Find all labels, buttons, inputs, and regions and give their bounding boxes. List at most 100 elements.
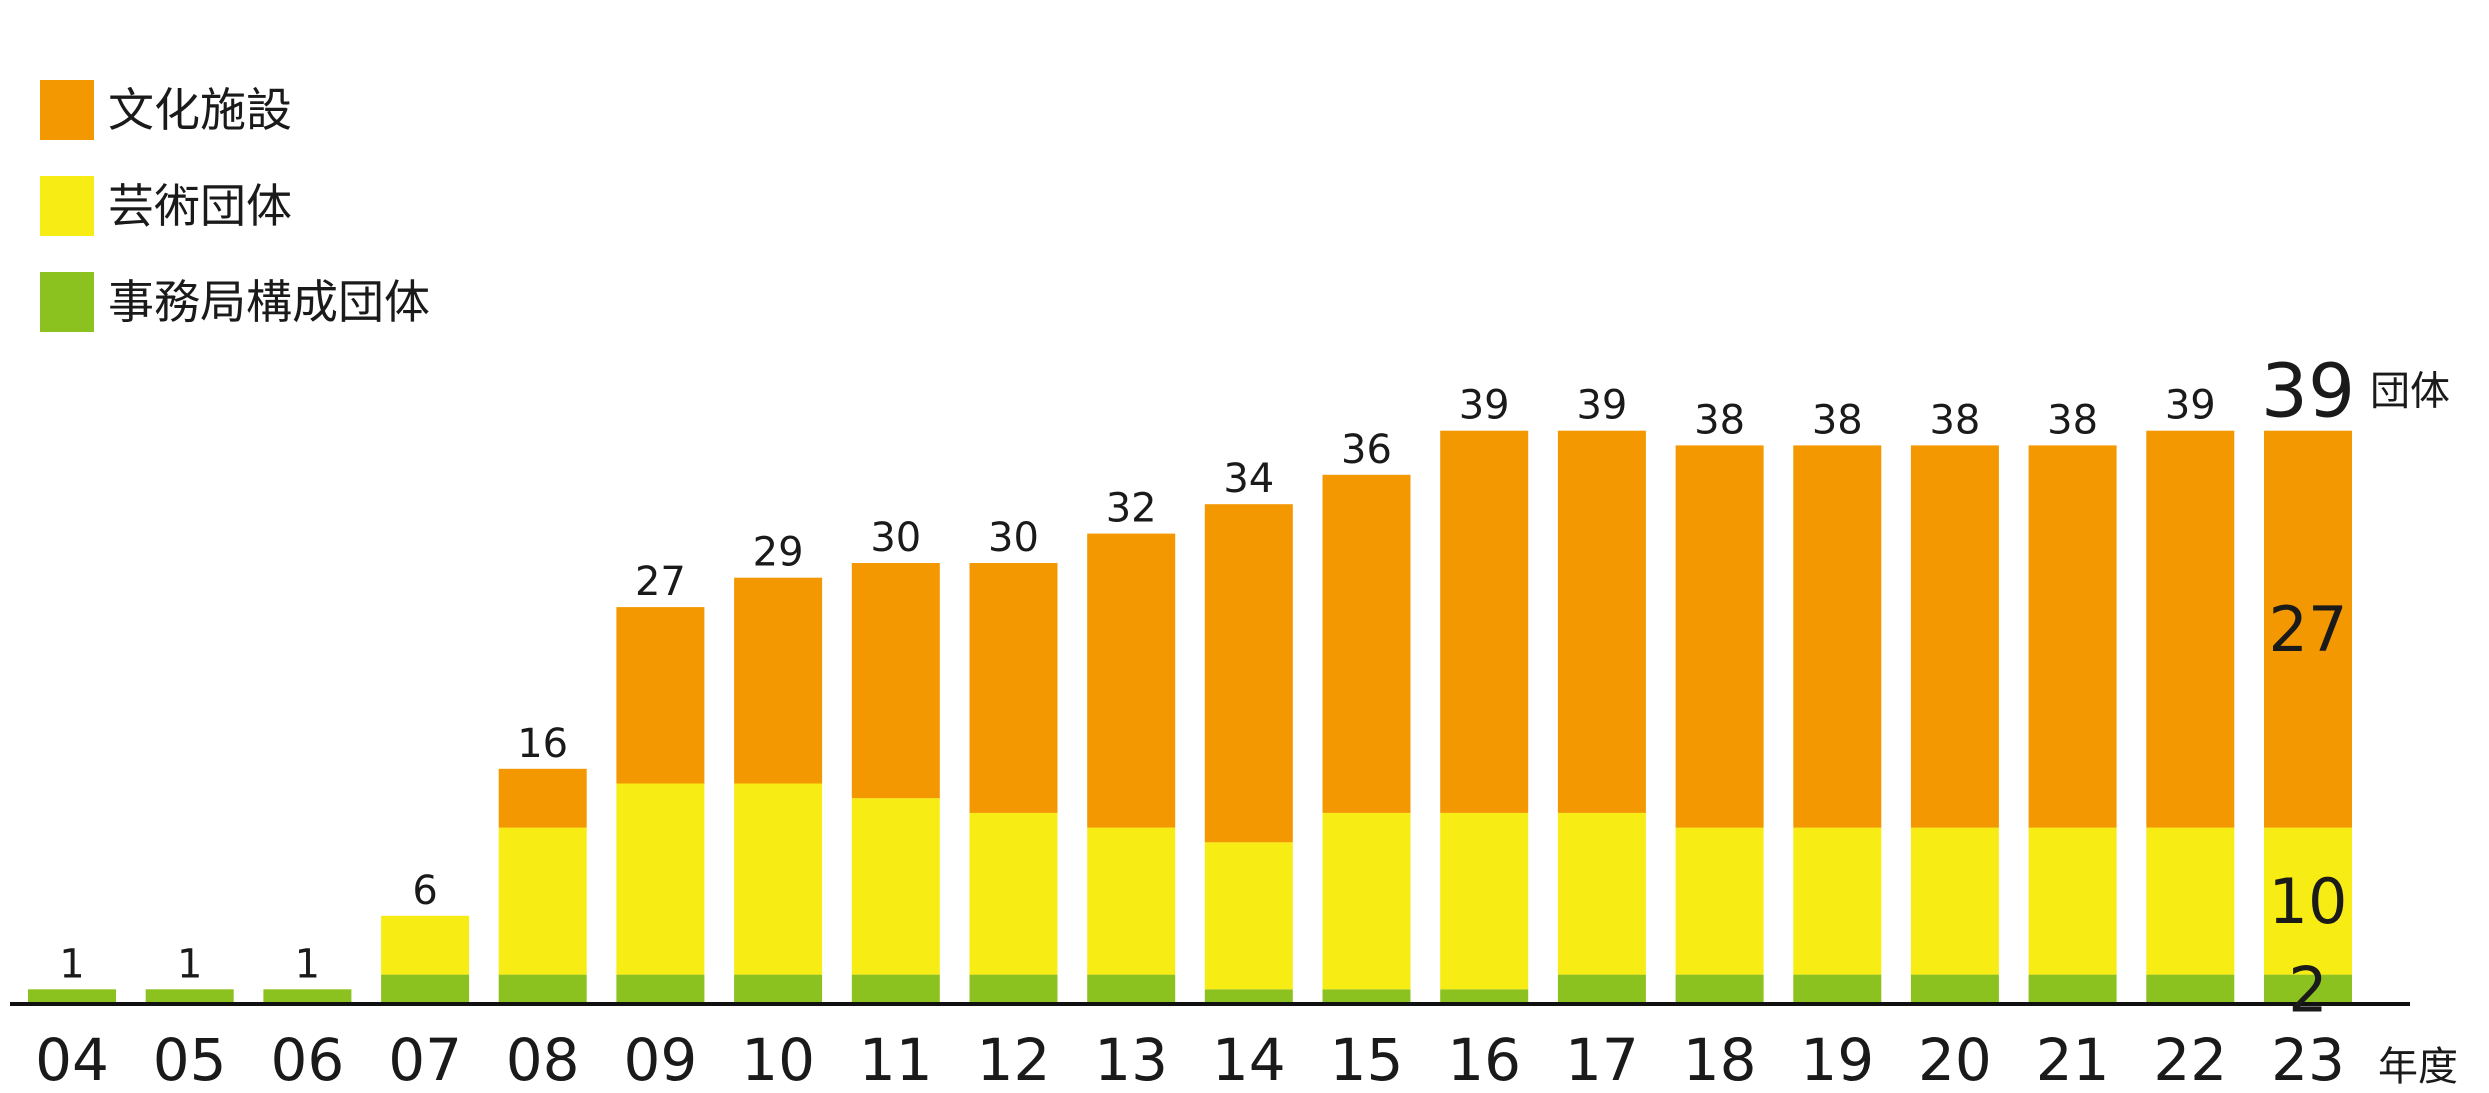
legend-swatch xyxy=(40,272,94,332)
bar-segment xyxy=(1910,827,1999,975)
x-tick-label: 05 xyxy=(153,1026,227,1093)
bar-segment xyxy=(734,577,823,784)
bar-segment xyxy=(969,812,1058,975)
x-tick-label: 07 xyxy=(388,1026,462,1093)
x-tick-label: 15 xyxy=(1330,1026,1404,1093)
bar-segment xyxy=(1322,812,1411,990)
bar-segment xyxy=(1204,504,1293,843)
total-label: 39 xyxy=(1576,383,1627,429)
bar-segment xyxy=(28,989,116,1004)
total-label: 38 xyxy=(1694,397,1745,443)
bar-segment xyxy=(1557,812,1646,975)
bar-segment xyxy=(2264,827,2352,975)
bar-segment xyxy=(1322,989,1411,1004)
bar-segment xyxy=(1204,989,1293,1004)
total-label: 36 xyxy=(1341,427,1392,473)
bar-segment xyxy=(1675,974,1764,1004)
x-tick-label: 12 xyxy=(977,1026,1051,1093)
legend-swatch xyxy=(40,176,94,236)
total-label: 30 xyxy=(870,515,921,561)
total-label: 29 xyxy=(753,530,804,576)
total-label: 39 xyxy=(2261,349,2355,435)
bar-segment xyxy=(1204,842,1293,990)
x-tick-label: 13 xyxy=(1094,1026,1168,1093)
total-label: 1 xyxy=(177,941,202,987)
x-tick-label: 18 xyxy=(1683,1026,1757,1093)
x-tick-label: 23 xyxy=(2271,1026,2345,1093)
total-label: 1 xyxy=(59,941,84,987)
legend-label: 文化施設 xyxy=(108,83,292,137)
total-label: 1 xyxy=(295,941,320,987)
total-label: 30 xyxy=(988,515,1039,561)
bar-segment xyxy=(1557,430,1646,813)
x-tick-label: 17 xyxy=(1565,1026,1639,1093)
x-tick-label: 14 xyxy=(1212,1026,1286,1093)
bar-segment xyxy=(498,827,587,975)
bar-segment xyxy=(616,783,705,975)
bar-segment xyxy=(145,989,234,1004)
bar-segment xyxy=(1557,974,1646,1004)
total-label: 32 xyxy=(1106,486,1157,532)
x-tick-label: 19 xyxy=(1800,1026,1874,1093)
total-label: 38 xyxy=(1929,397,1980,443)
x-tick-label: 08 xyxy=(506,1026,580,1093)
bar-segment xyxy=(851,798,940,975)
x-axis-unit-label: 年度 xyxy=(2378,1044,2458,1090)
bar-segment xyxy=(1675,827,1764,975)
bar-segment xyxy=(2146,827,2235,975)
bar-segment xyxy=(1910,445,1999,828)
total-label: 38 xyxy=(1812,397,1863,443)
x-tick-label: 16 xyxy=(1447,1026,1521,1093)
bar-segment xyxy=(2264,430,2352,828)
x-tick-label: 20 xyxy=(1918,1026,1992,1093)
bar-segment xyxy=(734,974,823,1004)
bar-segment xyxy=(498,974,587,1004)
bar-segment xyxy=(263,989,352,1004)
bar-segment xyxy=(1440,812,1529,990)
bar-segment xyxy=(616,974,705,1004)
total-label: 6 xyxy=(412,868,437,914)
bar-segment xyxy=(1793,445,1882,828)
bar-segment xyxy=(1440,430,1529,813)
bars xyxy=(28,430,2352,1004)
total-label: 39 xyxy=(1459,383,1510,429)
segment-value-label: 10 xyxy=(2269,865,2348,938)
bar-segment xyxy=(2264,974,2352,1004)
bar-segment xyxy=(381,915,470,975)
bar-segment xyxy=(969,563,1058,813)
legend-label: 事務局構成団体 xyxy=(108,275,430,329)
x-tick-label: 21 xyxy=(2036,1026,2110,1093)
x-tick-label: 06 xyxy=(270,1026,344,1093)
bar-segment xyxy=(851,974,940,1004)
segment-value-label: 2 xyxy=(2288,953,2327,1026)
bar-segment xyxy=(2028,827,2117,975)
segment-value-label: 27 xyxy=(2269,593,2348,666)
total-label: 39 xyxy=(2165,383,2216,429)
x-tick-label: 09 xyxy=(623,1026,697,1093)
x-axis-ticks: 04 05 06 07 08 09 10 11 12 13 14 15 16 17 18 19 20 21 22 23 xyxy=(35,1026,2345,1093)
bar-segment xyxy=(1087,974,1176,1004)
bar-segment xyxy=(1440,989,1529,1004)
bar-segment xyxy=(381,974,470,1004)
legend-swatch xyxy=(40,80,94,140)
bar-segment xyxy=(1793,974,1882,1004)
bar-segment xyxy=(734,783,823,975)
bar-segment xyxy=(1087,827,1176,975)
total-label: 38 xyxy=(2047,397,2098,443)
bar-segment xyxy=(1087,533,1176,828)
bar-segment xyxy=(2028,974,2117,1004)
bar-segment xyxy=(616,607,705,784)
bar-segment xyxy=(2028,445,2117,828)
total-unit-label: 団体 xyxy=(2370,369,2450,415)
x-tick-label: 11 xyxy=(859,1026,933,1093)
x-tick-label: 04 xyxy=(35,1026,109,1093)
x-tick-label: 10 xyxy=(741,1026,815,1093)
bar-segment xyxy=(2146,430,2235,828)
bar-segment xyxy=(498,768,587,828)
bar-segment xyxy=(1910,974,1999,1004)
bar-segment xyxy=(1793,827,1882,975)
total-label: 27 xyxy=(635,559,686,605)
